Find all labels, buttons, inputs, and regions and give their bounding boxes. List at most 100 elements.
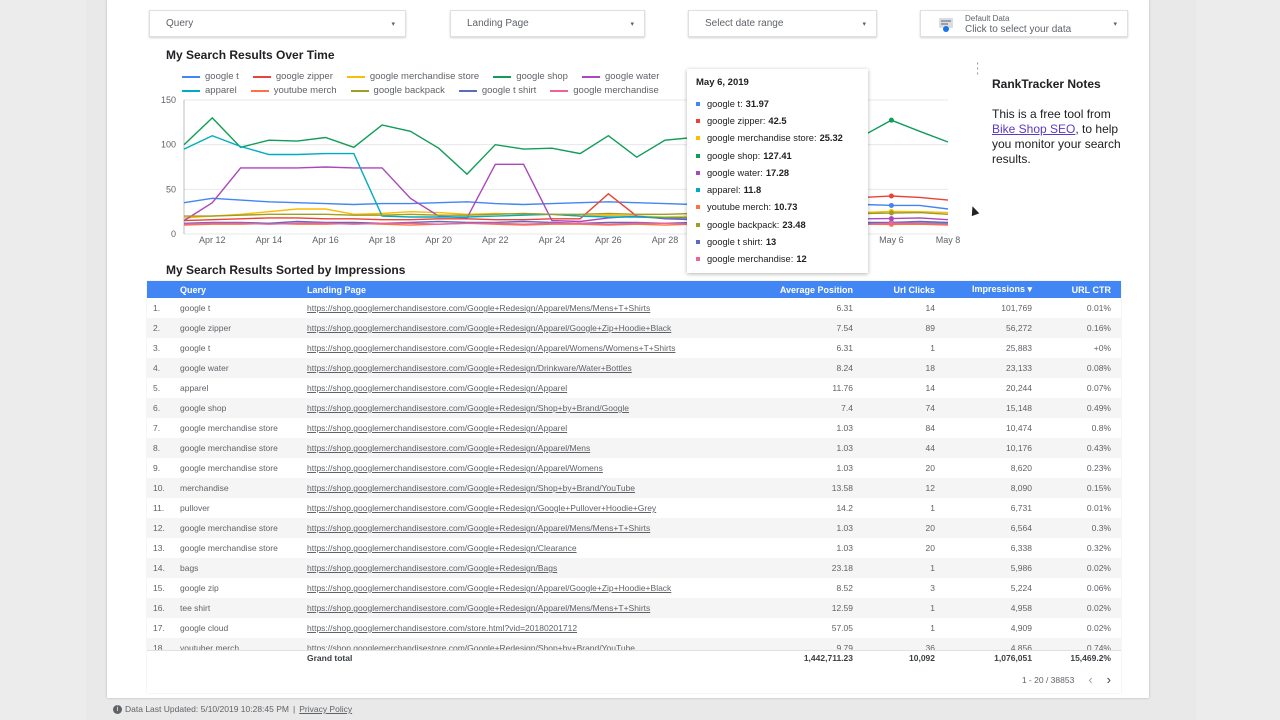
landing-page-cell: https://shop.googlemerchandisestore.com/… [307,403,733,413]
table-row[interactable]: 15. google zip https://shop.googlemerchand… [147,578,1121,598]
header-url-clicks[interactable]: Url Clicks [893,284,935,295]
table-row[interactable]: 7. google merchandise store https://shop.g… [147,418,1121,438]
landing-page-link[interactable]: https://shop.googlemerchandisestore.com/… [307,603,651,613]
row-index: 7. [153,423,161,433]
landing-page-link[interactable]: https://shop.googlemerchandisestore.com/… [307,523,651,533]
table-row[interactable]: 4. google water https://shop.googlemerchan… [147,358,1121,378]
next-page-icon[interactable]: › [1106,672,1111,687]
legend-item[interactable]: google t shirt [458,85,536,96]
data-source-selector[interactable]: Default Data Click to select your data ▾ [920,10,1128,37]
landing-page-link[interactable]: https://shop.googlemerchandisestore.com/… [307,303,651,313]
row-index: 2. [153,323,161,333]
landing-page-filter[interactable]: Landing Page ▾ [450,10,645,37]
landing-page-link[interactable]: https://shop.googlemerchandisestore.com/… [307,483,636,493]
table-row[interactable]: 10. merchandise https://shop.googlemerchan… [147,478,1121,498]
impressions-cell: 20,244 [1006,383,1032,393]
impressions-cell: 8,090 [1010,483,1032,493]
legend-label: google t [205,71,239,82]
impressions-cell: 25,883 [1006,343,1032,353]
y-tick-label: 150 [161,95,176,105]
landing-page-link[interactable]: https://shop.googlemerchandisestore.com/… [307,363,632,373]
chart-menu-icon[interactable]: ⋮ [972,62,983,76]
table-row[interactable]: 12. google merchandise store https://shop.… [147,518,1121,538]
landing-page-link[interactable]: https://shop.googlemerchandisestore.com/… [307,443,591,453]
landing-page-cell: https://shop.googlemerchandisestore.com/… [307,343,733,353]
url-clicks-cell: 1 [930,503,935,513]
legend-item[interactable]: google shop [493,71,568,82]
landing-page-link[interactable]: https://shop.googlemerchandisestore.com/… [307,543,577,553]
bike-shop-seo-link[interactable]: Bike Shop SEO [992,122,1076,136]
legend-item[interactable]: google t [182,71,239,82]
privacy-policy-link[interactable]: Privacy Policy [299,704,353,714]
query-cell: pullover [180,503,210,513]
landing-page-link[interactable]: https://shop.googlemerchandisestore.com/… [307,643,636,650]
tooltip-value: 11.8 [743,185,762,196]
table-row[interactable]: 9. google merchandise store https://shop.g… [147,458,1121,478]
tooltip-label: google shop: [707,150,761,161]
table-row[interactable]: 8. google merchandise store https://shop.g… [147,438,1121,458]
url-ctr-cell: 0.02% [1086,623,1111,633]
tooltip-dot [696,101,700,106]
average-position-cell: 8.52 [836,583,853,593]
url-ctr-cell: 0.23% [1086,463,1111,473]
legend-item[interactable]: youtube merch [250,85,337,96]
table-row[interactable]: 2. google zipper https://shop.googlemercha… [147,318,1121,338]
table-row[interactable]: 6. google shop https://shop.googlemerchand… [147,398,1121,418]
average-position-cell: 7.54 [836,323,853,333]
landing-page-link[interactable]: https://shop.googlemerchandisestore.com/… [307,503,657,513]
legend-item[interactable]: google water [581,71,659,82]
url-clicks-cell: 74 [925,403,935,413]
prev-page-icon[interactable]: ‹ [1088,672,1093,687]
landing-page-link[interactable]: https://shop.googlemerchandisestore.com/… [307,343,676,353]
table-row[interactable]: 17. google cloud https://shop.googlemercha… [147,618,1121,638]
data-source-icon [939,17,953,32]
header-query[interactable]: Query [180,284,207,295]
landing-page-link[interactable]: https://shop.googlemerchandisestore.com/… [307,323,672,333]
header-average-position[interactable]: Average Position [779,284,853,295]
landing-page-link[interactable]: https://shop.googlemerchandisestore.com/… [307,423,568,433]
landing-page-link[interactable]: https://shop.googlemerchandisestore.com/… [307,383,568,393]
url-clicks-cell: 20 [925,523,935,533]
landing-page-link[interactable]: https://shop.googlemerchandisestore.com/… [307,463,603,473]
table-row[interactable]: 16. tee shirt https://shop.googlemerchandi… [147,598,1121,618]
legend-item[interactable]: google merchandise [550,85,659,96]
query-cell: google zip [180,583,219,593]
url-clicks-cell: 1 [930,343,935,353]
legend-item[interactable]: google merchandise store [346,71,479,82]
landing-page-link[interactable]: https://shop.googlemerchandisestore.com/… [307,583,672,593]
x-tick-label: Apr 16 [312,235,339,245]
table-row[interactable]: 13. google merchandise store https://shop.… [147,538,1121,558]
table-title: My Search Results Sorted by Impressions [166,263,406,277]
legend-item[interactable]: google zipper [252,71,333,82]
landing-page-cell: https://shop.googlemerchandisestore.com/… [307,543,733,553]
date-range-picker[interactable]: Select date range ▾ [688,10,877,37]
legend-item[interactable]: apparel [182,85,237,96]
tooltip-value: 127.41 [763,150,792,161]
table-row[interactable]: 1. google t https://shop.googlemerchandise… [147,298,1121,318]
table-row[interactable]: 18. youtuber merch https://shop.googlemerc… [147,638,1121,650]
landing-page-link[interactable]: https://shop.googlemerchandisestore.com/… [307,623,578,633]
landing-page-link[interactable]: https://shop.googlemerchandisestore.com/… [307,403,630,413]
query-filter[interactable]: Query ▾ [149,10,406,37]
table-row[interactable]: 14. bags https://shop.googlemerchandisesto… [147,558,1121,578]
url-ctr-cell: 0.02% [1086,603,1111,613]
average-position-cell: 6.31 [836,303,853,313]
header-impressions[interactable]: Impressions ▾ [971,284,1032,294]
landing-page-link[interactable]: https://shop.googlemerchandisestore.com/… [307,563,558,573]
header-landing-page[interactable]: Landing Page [307,284,367,295]
url-ctr-cell: 0.49% [1086,403,1111,413]
table-row[interactable]: 3. google t https://shop.googlemerchandise… [147,338,1121,358]
table-row[interactable]: 11. pullover https://shop.googlemerchandis… [147,498,1121,518]
legend-item[interactable]: google backpack [350,85,445,96]
header-url-ctr[interactable]: URL CTR [1071,284,1111,295]
y-tick-label: 50 [166,184,176,194]
row-index: 18. [153,643,165,650]
legend-swatch [493,75,512,78]
x-tick-label: Apr 22 [482,235,509,245]
table-row[interactable]: 5. apparel https://shop.googlemerchandises… [147,378,1121,398]
grand-total-clicks: 10,092 [909,653,935,663]
url-clicks-cell: 20 [925,543,935,553]
row-index: 16. [153,603,165,613]
time-series-chart[interactable]: google t google zipper google merchandise … [148,68,966,246]
tooltip-label: google merchandise: [707,254,794,265]
